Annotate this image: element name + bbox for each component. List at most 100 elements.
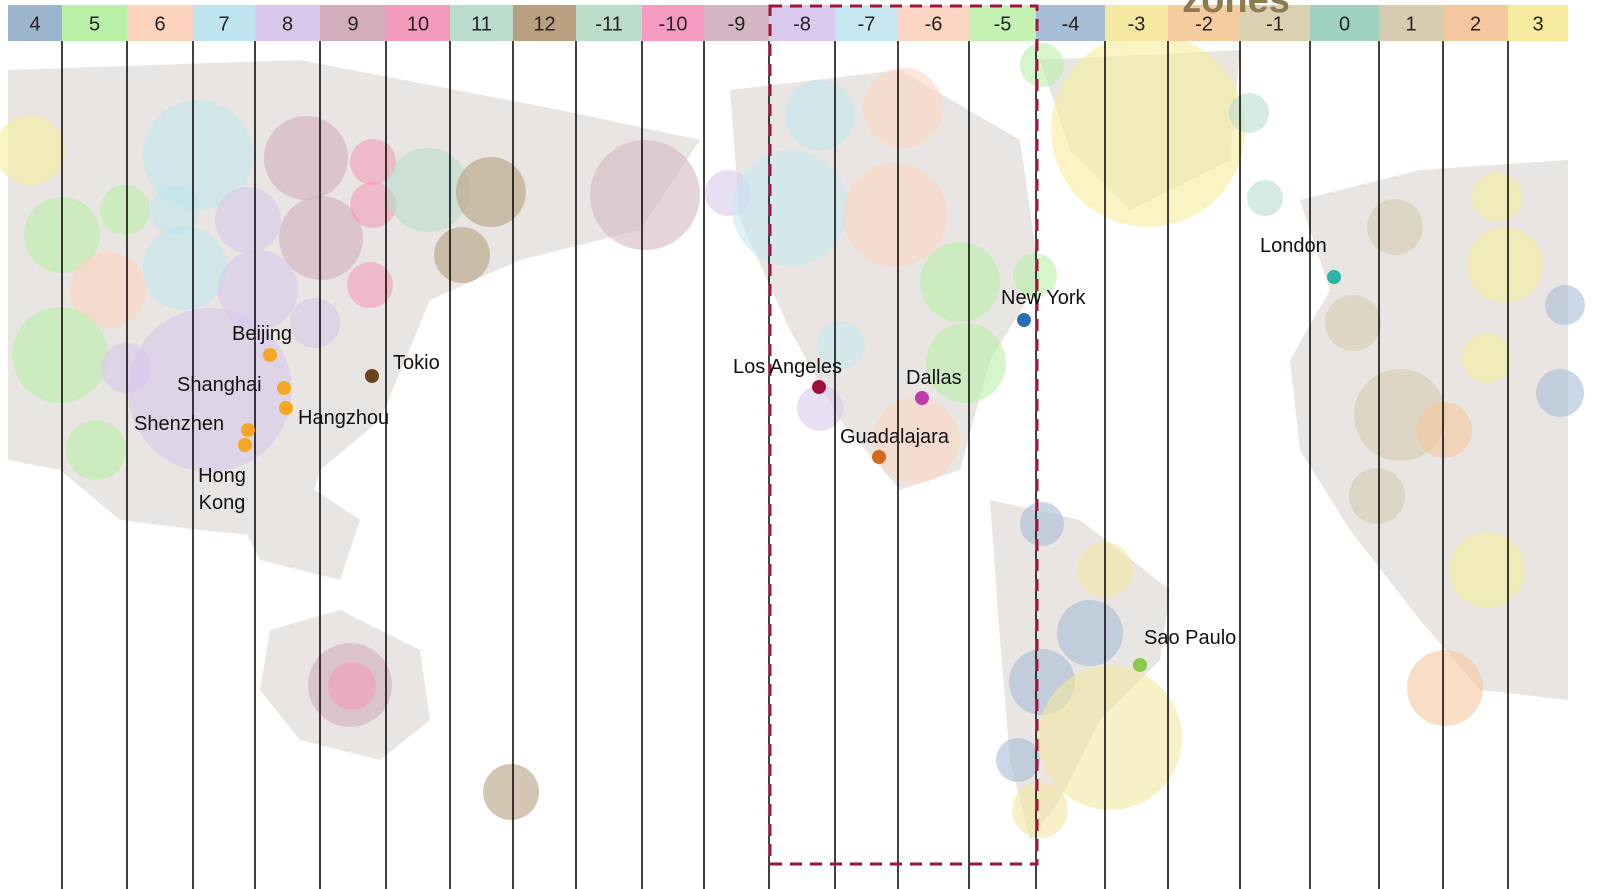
zone-cell xyxy=(1508,5,1568,41)
city-dot xyxy=(365,369,379,383)
bubble xyxy=(1325,295,1381,351)
bubble xyxy=(350,182,396,228)
zone-label: -8 xyxy=(793,13,811,35)
bubble xyxy=(279,196,363,280)
city-label: Los Angeles xyxy=(733,356,842,378)
bubble xyxy=(1349,468,1405,524)
zone-label: 5 xyxy=(89,13,100,35)
bubble xyxy=(873,397,959,483)
city-dot xyxy=(1133,658,1147,672)
zone-label: -9 xyxy=(728,13,746,35)
city-label: Tokio xyxy=(393,352,440,374)
zone-label: 8 xyxy=(282,13,293,35)
bubble xyxy=(732,150,848,266)
bubble xyxy=(290,298,340,348)
bubble xyxy=(785,80,855,150)
zone-cell xyxy=(769,5,835,41)
zone-cell xyxy=(320,5,386,41)
bubble xyxy=(143,100,253,210)
zone-label: 9 xyxy=(347,13,358,35)
bubble xyxy=(0,115,65,185)
zone-cell xyxy=(1105,5,1168,41)
bubble xyxy=(843,163,947,267)
bubble xyxy=(386,148,470,232)
city-label: Shanghai xyxy=(177,374,262,396)
zone-label: 10 xyxy=(407,13,429,35)
bubble xyxy=(926,323,1006,403)
city-dot xyxy=(277,381,291,395)
city-dot xyxy=(1017,313,1031,327)
bubble xyxy=(483,764,539,820)
zone-label: -7 xyxy=(858,13,876,35)
zone-label: -5 xyxy=(994,13,1012,35)
zone-cell xyxy=(127,5,193,41)
zone-cell xyxy=(642,5,704,41)
zone-cell xyxy=(898,5,969,41)
zone-label: 11 xyxy=(471,13,492,35)
zone-cell xyxy=(1168,5,1240,41)
zone-cell xyxy=(704,5,769,41)
bubble xyxy=(1407,650,1483,726)
bubble xyxy=(1545,285,1585,325)
bubble xyxy=(920,242,1000,322)
city-label: Shenzhen xyxy=(134,413,225,435)
city-label: New York xyxy=(1001,287,1086,309)
city-dots xyxy=(238,270,1341,672)
bubble xyxy=(456,157,526,227)
zone-cell xyxy=(450,5,513,41)
bubble xyxy=(1229,93,1269,133)
city-dot xyxy=(279,401,293,415)
bubble xyxy=(1472,172,1522,222)
zone-label: 2 xyxy=(1470,13,1481,35)
zone-cell xyxy=(513,5,576,41)
bubble xyxy=(1462,333,1512,383)
city-label: Dallas xyxy=(906,367,962,389)
city-label: Sao Paulo xyxy=(1144,627,1237,649)
zone-label: -6 xyxy=(925,13,943,35)
bubble xyxy=(1416,402,1472,458)
zone-cell xyxy=(835,5,898,41)
zone-cell xyxy=(62,5,127,41)
zone-label: 4 xyxy=(29,13,40,35)
zone-label: -4 xyxy=(1062,13,1080,35)
bubble xyxy=(215,187,281,253)
zone-cell xyxy=(1036,5,1105,41)
highlight-box xyxy=(768,4,1039,866)
zone-label: 7 xyxy=(218,13,229,35)
city-label: Hong Kong xyxy=(198,465,246,514)
bubbles xyxy=(0,33,1585,838)
zone-cell xyxy=(386,5,450,41)
bubble xyxy=(797,385,843,431)
zone-label: 1 xyxy=(1405,13,1416,35)
bubble xyxy=(434,227,490,283)
city-dot xyxy=(238,438,252,452)
zone-cell xyxy=(193,5,255,41)
bubble xyxy=(1247,180,1283,216)
zone-cell xyxy=(8,5,62,41)
city-dot xyxy=(241,423,255,437)
zone-label: 3 xyxy=(1532,13,1543,35)
bubble xyxy=(1012,782,1068,838)
city-label: Beijing xyxy=(232,323,293,345)
city-dot xyxy=(1327,270,1341,284)
zone-label: 12 xyxy=(533,13,555,35)
zone-label: 0 xyxy=(1339,13,1350,35)
bubble xyxy=(1020,502,1064,546)
zone-label: -2 xyxy=(1195,13,1213,35)
bubble xyxy=(590,140,700,250)
zone-label: -11 xyxy=(595,13,622,35)
zone-cell xyxy=(1240,5,1310,41)
bubble xyxy=(1367,199,1423,255)
city-label: London xyxy=(1260,235,1327,257)
zone-label: -3 xyxy=(1128,13,1146,35)
bubble xyxy=(996,738,1040,782)
bubble xyxy=(1536,369,1584,417)
zone-cell xyxy=(1443,5,1508,41)
zone-cell xyxy=(255,5,320,41)
bubble xyxy=(1057,600,1123,666)
bubble xyxy=(328,662,376,710)
bubble xyxy=(1038,666,1182,810)
bubble xyxy=(12,307,108,403)
